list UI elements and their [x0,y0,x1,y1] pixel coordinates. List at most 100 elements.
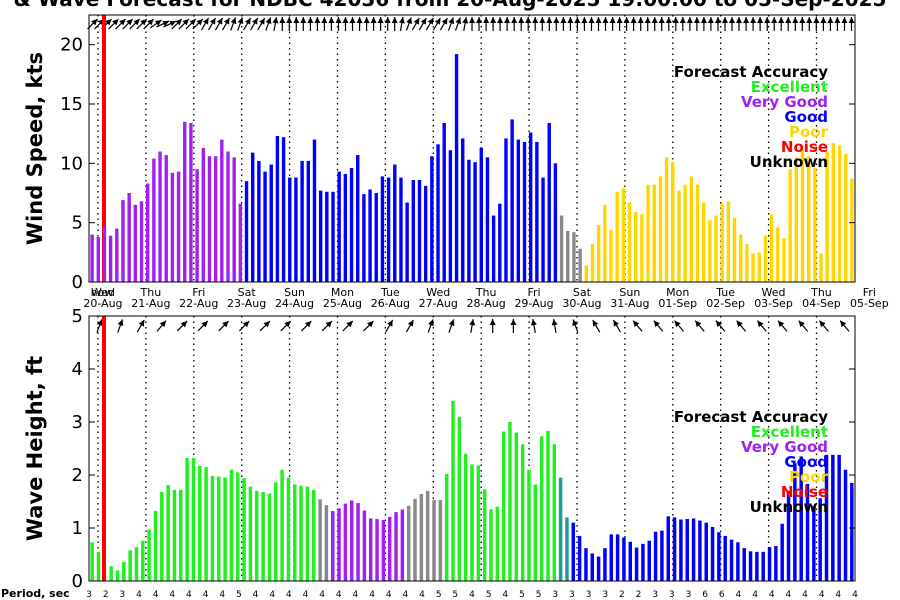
y-tick-label: 5 [72,306,83,327]
arrow-head [841,17,848,23]
period-value: 4 [469,590,475,600]
bar [609,229,613,282]
bar [755,551,759,581]
y-tick-label: 10 [60,153,83,174]
bar [423,185,428,282]
wind-y-ticks: 0 5 10 15 20 [60,35,855,293]
arrow-head [771,17,778,23]
arrow-head [272,17,279,24]
wind-bars [90,54,854,283]
bar [558,477,563,581]
bar [172,489,177,581]
bar [552,444,557,581]
arrow-head [813,17,820,23]
direction-arrow [672,17,679,31]
direction-arrow [707,17,714,31]
bar [769,214,774,282]
period-value: 5 [519,590,525,600]
bar [819,253,823,282]
bar [380,176,385,282]
bar [134,547,139,581]
direction-arrow [136,319,145,333]
direction-arrow [117,319,124,333]
date-label: 04-Sep [802,297,841,310]
period-row-title: Period, sec [1,587,70,600]
arrow-head [489,319,496,325]
direction-arrow [799,17,806,31]
bar [183,121,187,282]
bar [204,467,208,581]
arrow-head [384,17,391,23]
arrow-head [530,319,537,326]
arrow-head [560,17,567,23]
direction-arrow [272,17,279,31]
bar [160,491,164,581]
bar [726,201,731,282]
direction-arrow [651,17,658,31]
period-value: 4 [369,590,375,600]
bar [438,499,443,581]
bar [689,176,693,282]
day-of-week: Wed [91,286,115,299]
bar [514,432,519,581]
arrow-head [483,17,490,23]
arrow-head [265,17,272,25]
direction-arrow [693,17,700,31]
wave-plot-frame [88,315,856,582]
bar [280,469,284,581]
arrow-head [162,20,170,27]
bar [324,505,329,581]
arrow-head [672,17,679,23]
legend-entry: Very Good [741,438,828,456]
direction-arrow [149,19,162,29]
arrow-head [434,17,441,25]
bar [761,551,765,581]
bar [578,248,582,282]
bar [748,551,753,581]
arrow-head [504,17,511,23]
direction-arrow [609,17,616,31]
day-of-week: Thu [475,286,497,299]
direction-arrow [665,17,672,31]
bar [812,505,816,581]
bar [122,561,126,581]
y-tick-label: 0 [72,571,83,592]
period-value: 4 [303,590,309,600]
bar [325,191,329,282]
arrow-head [715,320,723,328]
direction-arrow [411,17,420,31]
bar [850,482,854,581]
direction-arrow [342,17,349,31]
period-value: 4 [403,590,409,600]
period-value: 4 [319,590,325,600]
arrow-head [370,17,377,23]
bar [226,151,230,282]
bar [274,482,278,581]
bar [201,147,205,282]
period-value: 4 [153,590,159,600]
direction-arrow [612,319,621,333]
arrow-head [202,17,209,25]
bar [251,152,255,282]
direction-arrow [722,17,728,31]
period-value: 3 [602,590,608,600]
direction-arrow [218,320,229,332]
arrow-head [391,17,398,23]
bar [782,238,786,282]
bar [425,490,430,581]
bar [658,176,663,282]
bar [528,132,533,282]
arrow-head [293,17,300,23]
arrow-head [834,17,841,23]
direction-arrow [448,319,455,333]
date-label: 28-Aug [467,297,506,310]
direction-arrow [483,17,490,31]
bar [691,518,696,581]
legend-title: Forecast Accuracy [674,408,828,426]
bar [843,469,848,581]
day-of-week: Wed [762,286,786,299]
direction-arrow [777,320,788,332]
direction-arrow [447,17,455,31]
direction-arrow [595,17,602,31]
bar [666,516,670,581]
